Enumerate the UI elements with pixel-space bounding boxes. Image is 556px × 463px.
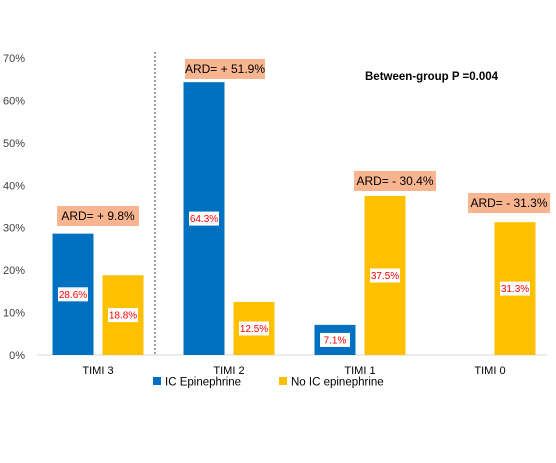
ard-annotation-box — [354, 171, 436, 191]
legend-label: IC Epinephrine — [165, 377, 241, 389]
legend-label: No IC epinephrine — [291, 377, 384, 389]
data-label: 12.5% — [240, 324, 268, 335]
data-label: 64.3% — [190, 214, 218, 225]
ard-annotation-label: ARD= + 9.8% — [61, 209, 135, 223]
data-label: 37.5% — [371, 271, 399, 282]
data-label: 28.6% — [59, 290, 87, 301]
y-tick-label: 10% — [3, 308, 25, 320]
category-label: TIMI 2 — [213, 365, 244, 377]
data-label: 7.1% — [324, 335, 347, 346]
label-layer: 28.6% 64.3% 7.1% 18.8% 12.5% 37.5% 31.3% ARD= +… — [57, 59, 550, 347]
data-label: 18.8% — [109, 311, 137, 322]
p-value-annotation: Between-group P =0.004 — [365, 71, 499, 83]
data-label-box — [320, 332, 350, 347]
y-tick-label: 70% — [3, 53, 25, 65]
data-label-box — [370, 268, 400, 283]
y-tick-label: 30% — [3, 223, 25, 235]
y-tick-label: 50% — [3, 138, 25, 150]
ard-annotation-box — [468, 193, 550, 213]
ard-annotation-box — [185, 59, 265, 79]
data-label-box — [239, 321, 269, 336]
ard-annotation-box — [57, 206, 139, 226]
data-label-box — [500, 281, 530, 296]
ard-annotation-label: ARD= - 31.3% — [470, 196, 547, 210]
legend-swatch — [153, 377, 161, 385]
ard-annotation-label: ARD= + 51.9% — [185, 62, 265, 76]
y-tick-label: 40% — [3, 180, 25, 192]
category-label: TIMI 1 — [344, 365, 375, 377]
y-tick-label: 20% — [3, 265, 25, 277]
legend-swatch — [279, 377, 287, 385]
y-tick-label: 60% — [3, 95, 25, 107]
legend: IC Epinephrine No IC epinephrine — [153, 377, 384, 389]
data-label: 31.3% — [501, 284, 529, 295]
category-label: TIMI 3 — [82, 365, 113, 377]
y-tick-label: 0% — [9, 350, 25, 362]
data-label-box — [108, 308, 138, 323]
category-label: TIMI 0 — [474, 365, 505, 377]
data-label-box — [58, 287, 88, 302]
ard-annotation-label: ARD= - 30.4% — [356, 174, 433, 188]
data-label-box — [189, 211, 219, 226]
